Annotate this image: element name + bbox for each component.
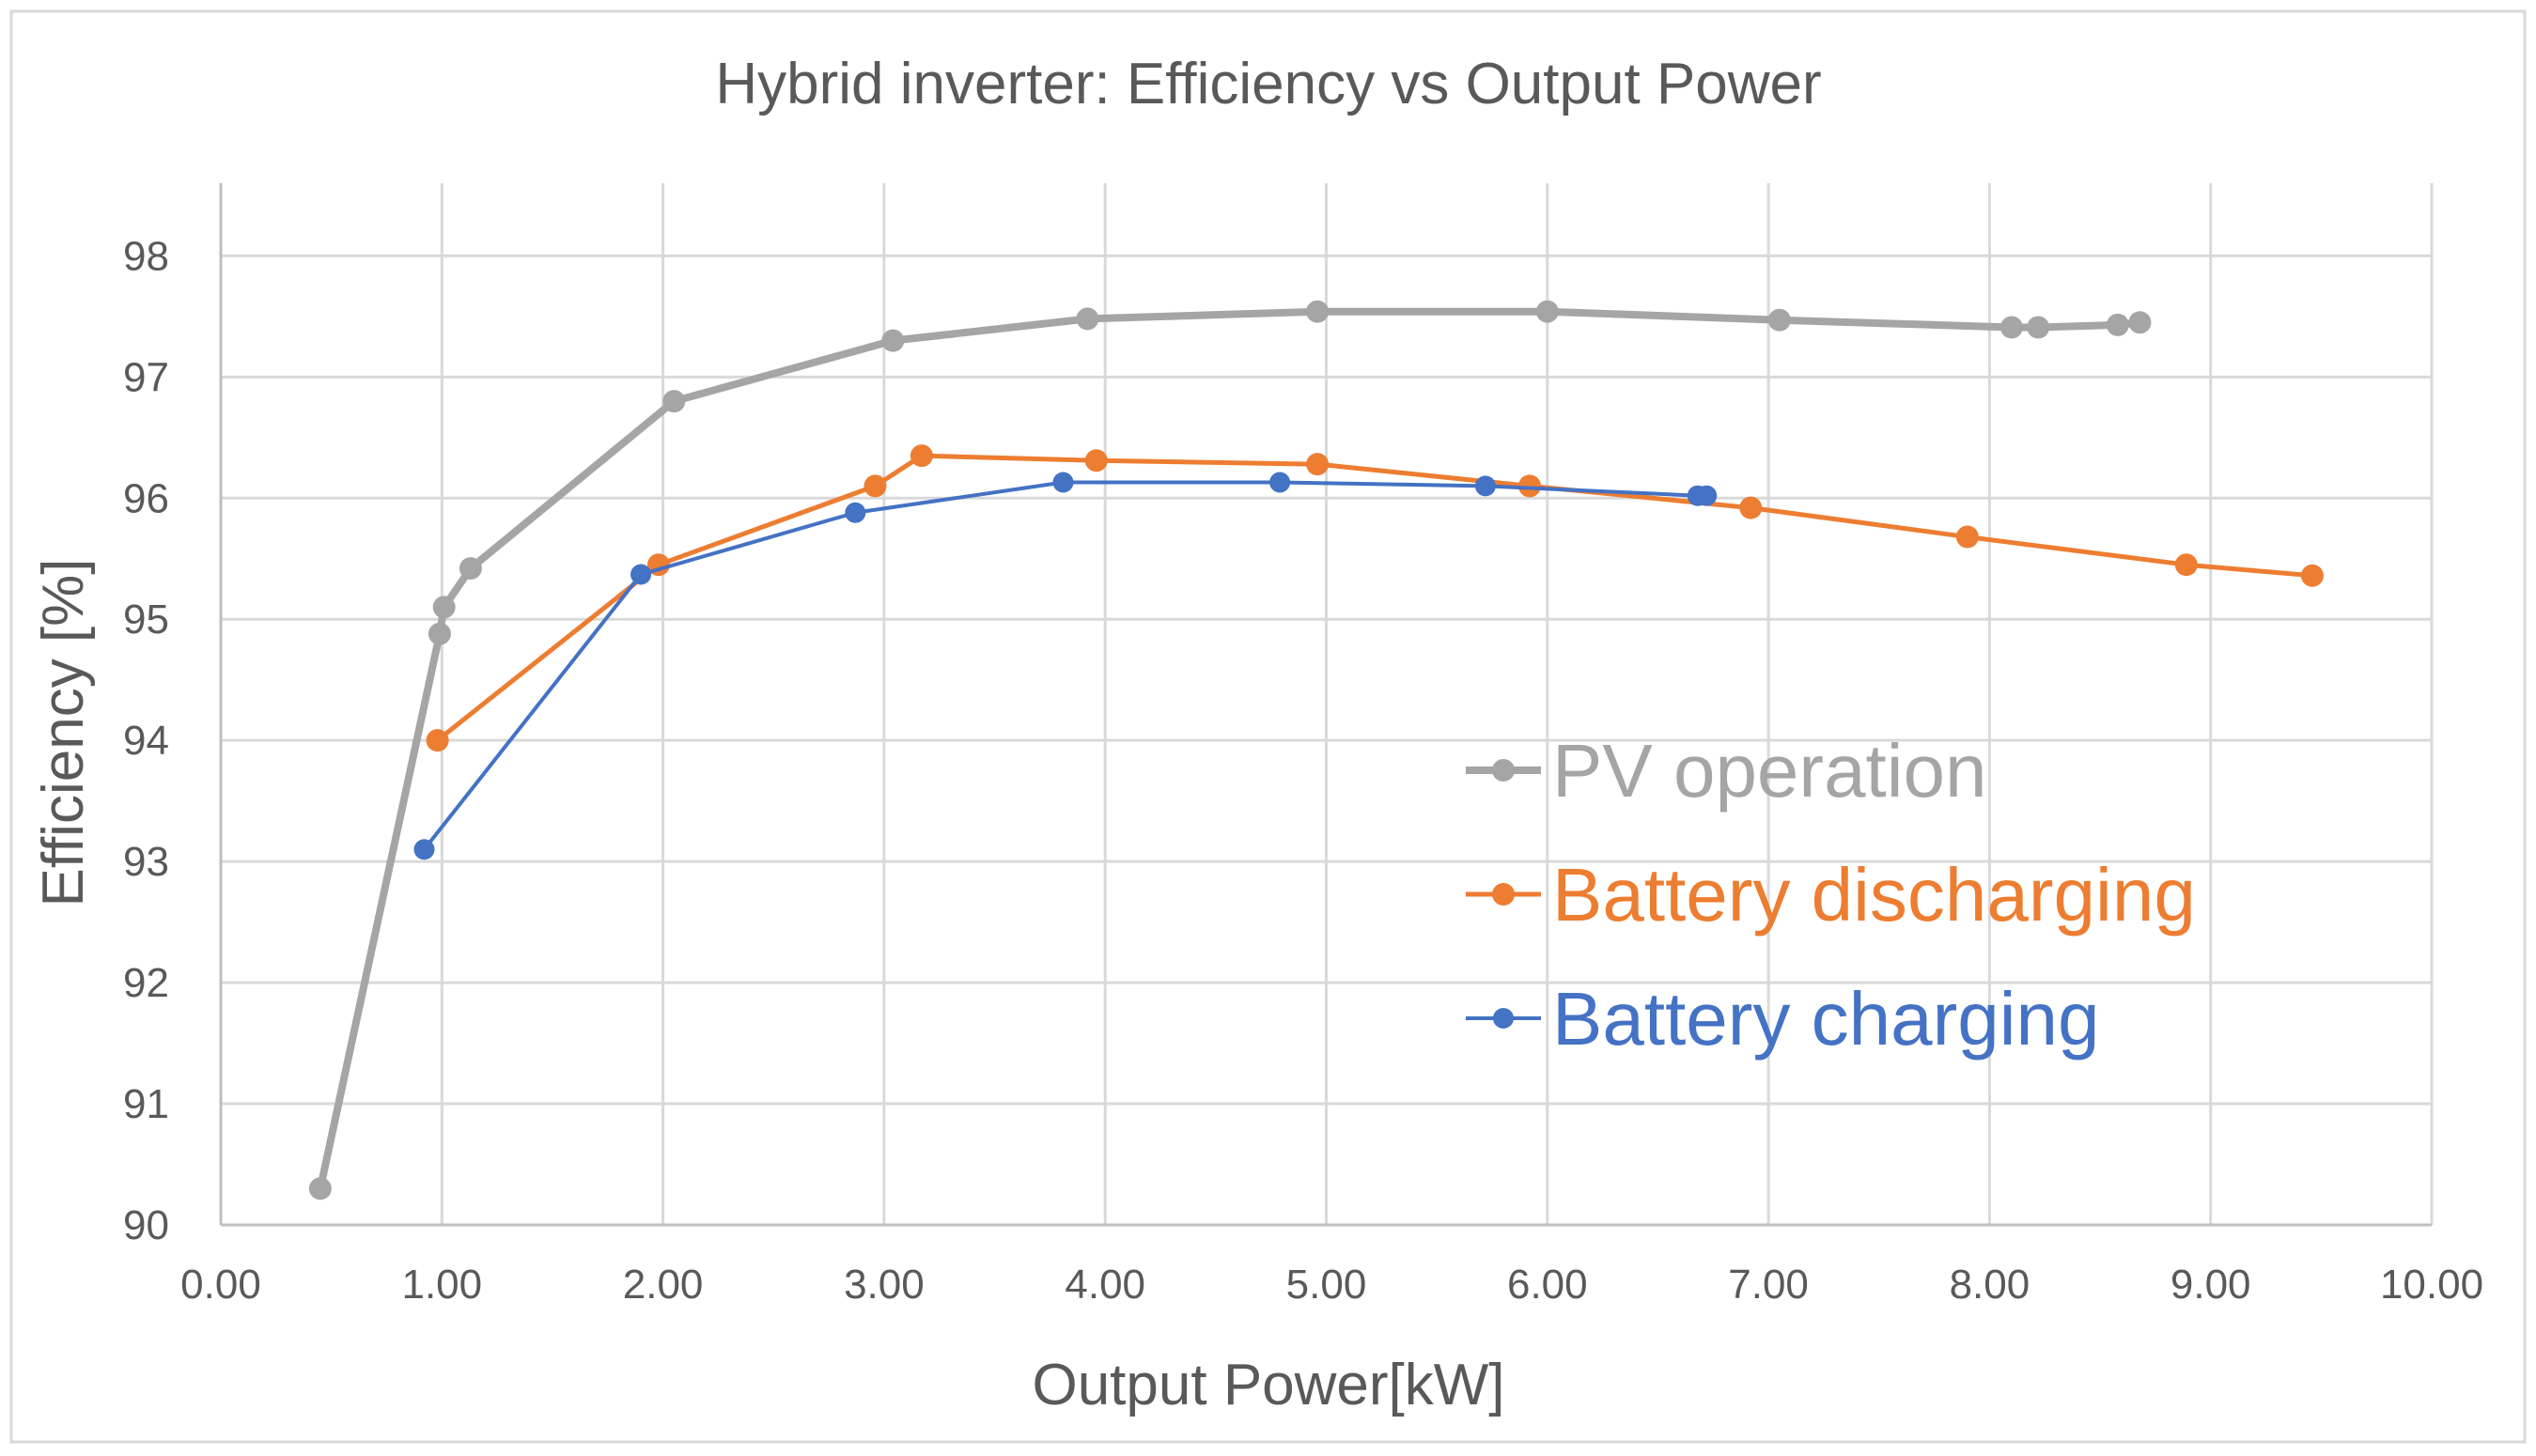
battery-charging-point [1269, 472, 1291, 493]
legend-label: PV operation [1552, 729, 1987, 813]
pv-operation-point [1306, 300, 1330, 323]
pv-operation-point [308, 1177, 332, 1200]
y-tick-label: 92 [123, 960, 169, 1006]
x-tick-label: 1.00 [401, 1262, 482, 1308]
battery-discharging-point [1955, 525, 1979, 549]
y-axis-title: Efficiency [%] [31, 558, 96, 906]
battery-discharging-point [910, 444, 933, 468]
series-pv-operation [308, 300, 2152, 1200]
y-tick-label: 94 [123, 718, 169, 764]
pv-operation-point [1767, 308, 1791, 332]
series-group [308, 300, 2324, 1200]
x-tick-label: 4.00 [1065, 1262, 1145, 1308]
x-tick-label: 0.00 [180, 1262, 261, 1308]
pv-operation-point [2027, 316, 2050, 339]
y-tick-label: 93 [123, 839, 169, 885]
y-tick-label: 98 [123, 233, 169, 279]
legend-label: Battery charging [1552, 977, 2100, 1061]
x-tick-label: 5.00 [1286, 1262, 1367, 1308]
y-tick-label: 96 [123, 475, 169, 521]
legend-swatch-marker [1492, 883, 1515, 906]
pv-operation-point [881, 329, 905, 352]
legend-label: Battery discharging [1552, 853, 2196, 937]
battery-charging-line [422, 480, 1707, 851]
x-tick-label: 8.00 [1950, 1262, 2030, 1308]
battery-discharging-point [2300, 564, 2324, 587]
y-tick-label: 97 [123, 354, 169, 400]
y-tick-label: 95 [123, 596, 169, 643]
pv-operation-point [1535, 300, 1559, 323]
pv-operation-point [2106, 313, 2129, 336]
pv-operation-point [432, 596, 456, 619]
y-tick-label: 90 [123, 1202, 169, 1248]
battery-discharging-point [426, 729, 449, 752]
battery-discharging-point [1517, 474, 1541, 498]
axes: 0.00 1.00 2.00 3.00 4.00 5.00 6.00 7.00 8.00 9.00… [123, 183, 2483, 1308]
x-tick-label: 10.00 [2380, 1262, 2483, 1308]
battery-charging-point [1696, 485, 1718, 506]
battery-charging-point [845, 502, 866, 523]
grid-lines [221, 183, 2434, 1225]
x-tick-label: 2.00 [623, 1262, 704, 1308]
pv-operation-point [1076, 307, 1099, 331]
x-tick-label: 6.00 [1507, 1262, 1588, 1308]
pv-operation-point [428, 622, 451, 645]
legend-swatch-marker [1493, 1008, 1514, 1029]
x-tick-label: 9.00 [2170, 1262, 2251, 1308]
series-battery-discharging [426, 444, 2324, 752]
battery-discharging-point [863, 474, 887, 498]
battery-charging-point [1474, 475, 1496, 497]
pv-operation-point [662, 390, 686, 413]
x-tick-label: 3.00 [844, 1262, 925, 1308]
battery-charging-point [413, 839, 435, 860]
chart-area-border [9, 9, 2527, 1444]
x-tick-label: 7.00 [1728, 1262, 1809, 1308]
battery-charging-point [630, 564, 652, 585]
legend: PV operation Battery discharging Battery c… [1466, 729, 2196, 1061]
legend-item-battery-discharging: Battery discharging [1466, 853, 2196, 937]
battery-discharging-point [1739, 496, 1763, 519]
legend-item-battery-charging: Battery charging [1466, 977, 2100, 1061]
battery-discharging-point [1084, 449, 1108, 472]
battery-discharging-point [2174, 553, 2198, 577]
chart-title: Hybrid inverter: Efficiency vs Output Po… [715, 52, 1821, 116]
battery-discharging-point [1306, 453, 1330, 476]
pv-operation-point [459, 557, 482, 581]
x-axis-title: Output Power[kW] [1032, 1353, 1504, 1417]
battery-charging-point [1052, 472, 1074, 493]
series-battery-charging [413, 472, 1718, 860]
pv-operation-point [2128, 311, 2152, 334]
legend-item-pv-operation: PV operation [1466, 729, 1987, 813]
legend-swatch-marker [1492, 759, 1515, 782]
pv-operation-point [1999, 316, 2023, 339]
y-tick-label: 91 [123, 1081, 169, 1127]
